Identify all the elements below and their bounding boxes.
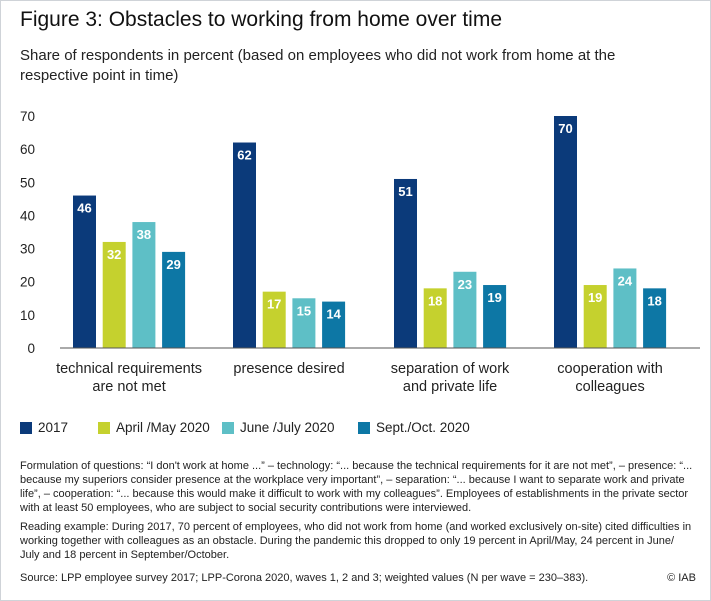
copyright-text: © IAB [667,572,696,584]
legend-label: June /July 2020 [240,420,335,435]
bar [132,222,156,348]
bar-value-label: 18 [647,293,661,308]
y-tick-label: 10 [20,308,35,323]
bar-value-label: 70 [558,121,572,136]
legend-label: Sept./Oct. 2020 [376,420,470,435]
bar-value-label: 15 [297,303,311,318]
x-category-label: presence desired [233,361,344,377]
bar-value-label: 51 [398,184,412,199]
x-category-label: and private life [403,379,497,395]
bar-value-label: 19 [588,290,602,305]
bar [643,288,667,348]
bar [322,301,346,348]
bar-value-label: 62 [237,148,251,163]
y-tick-label: 70 [20,109,35,124]
bar-value-label: 38 [137,227,151,242]
figure-subtitle: Share of respondents in percent (based o… [20,47,616,84]
y-tick-label: 50 [20,175,35,190]
bar [423,288,447,348]
y-tick-label: 0 [27,341,35,356]
y-axis: 0 10 20 30 40 50 60 70 [20,109,35,356]
bar-value-label: 19 [487,290,501,305]
bar [162,251,186,348]
bar [73,195,96,348]
bar-value-label: 17 [267,297,281,312]
legend-swatch [222,422,234,434]
bar-value-label: 46 [77,201,91,216]
notes-formulation: Formulation of questions: “I don't work … [20,460,693,514]
x-axis-labels: technical requirements are not met presenc… [56,361,663,395]
y-tick-label: 20 [20,275,35,290]
x-category-label: technical requirements [56,361,202,377]
bar [292,298,316,348]
legend-swatch [98,422,110,434]
legend-swatch [358,422,370,434]
legend-label: 2017 [38,420,69,435]
y-tick-label: 30 [20,242,35,257]
bar-value-label: 24 [618,273,633,288]
source-text: Source: LPP employee survey 2017; LPP-Co… [20,572,589,584]
legend-label: April /May 2020 [116,420,210,435]
y-tick-label: 60 [20,142,35,157]
bar-chart: 0 10 20 30 40 50 60 70 46 32 38 29 62 17 15 14 51 18 23 19… [20,109,700,395]
bar [262,291,286,348]
bar-value-label: 14 [326,307,341,322]
bar [102,241,126,348]
y-tick-label: 40 [20,208,35,223]
bar [613,268,637,348]
legend-swatch [20,422,32,434]
bar [554,116,577,348]
figure-notes: Formulation of questions: “I don't work … [20,459,696,567]
source-row: Source: LPP employee survey 2017; LPP-Co… [20,571,696,585]
x-category-label: are not met [92,379,165,395]
bar-value-label: 29 [166,257,180,272]
bar [453,271,477,348]
figure-title: Figure 3: Obstacles to working from home… [20,8,503,31]
x-category-label: colleagues [575,379,644,395]
bar-value-label: 32 [107,247,121,262]
bar [394,178,417,348]
bar [233,142,256,348]
x-category-label: cooperation with [557,361,663,377]
bar [483,285,507,348]
x-category-label: separation of work [391,361,510,377]
bar-series-group: 46 32 38 29 62 17 15 14 51 18 23 19 70 19 24 18 [73,116,667,348]
notes-reading-example: Reading example: During 2017, 70 percent… [20,521,692,561]
bar-value-label: 23 [458,277,472,292]
bar-value-label: 18 [428,293,442,308]
bar [583,285,607,348]
